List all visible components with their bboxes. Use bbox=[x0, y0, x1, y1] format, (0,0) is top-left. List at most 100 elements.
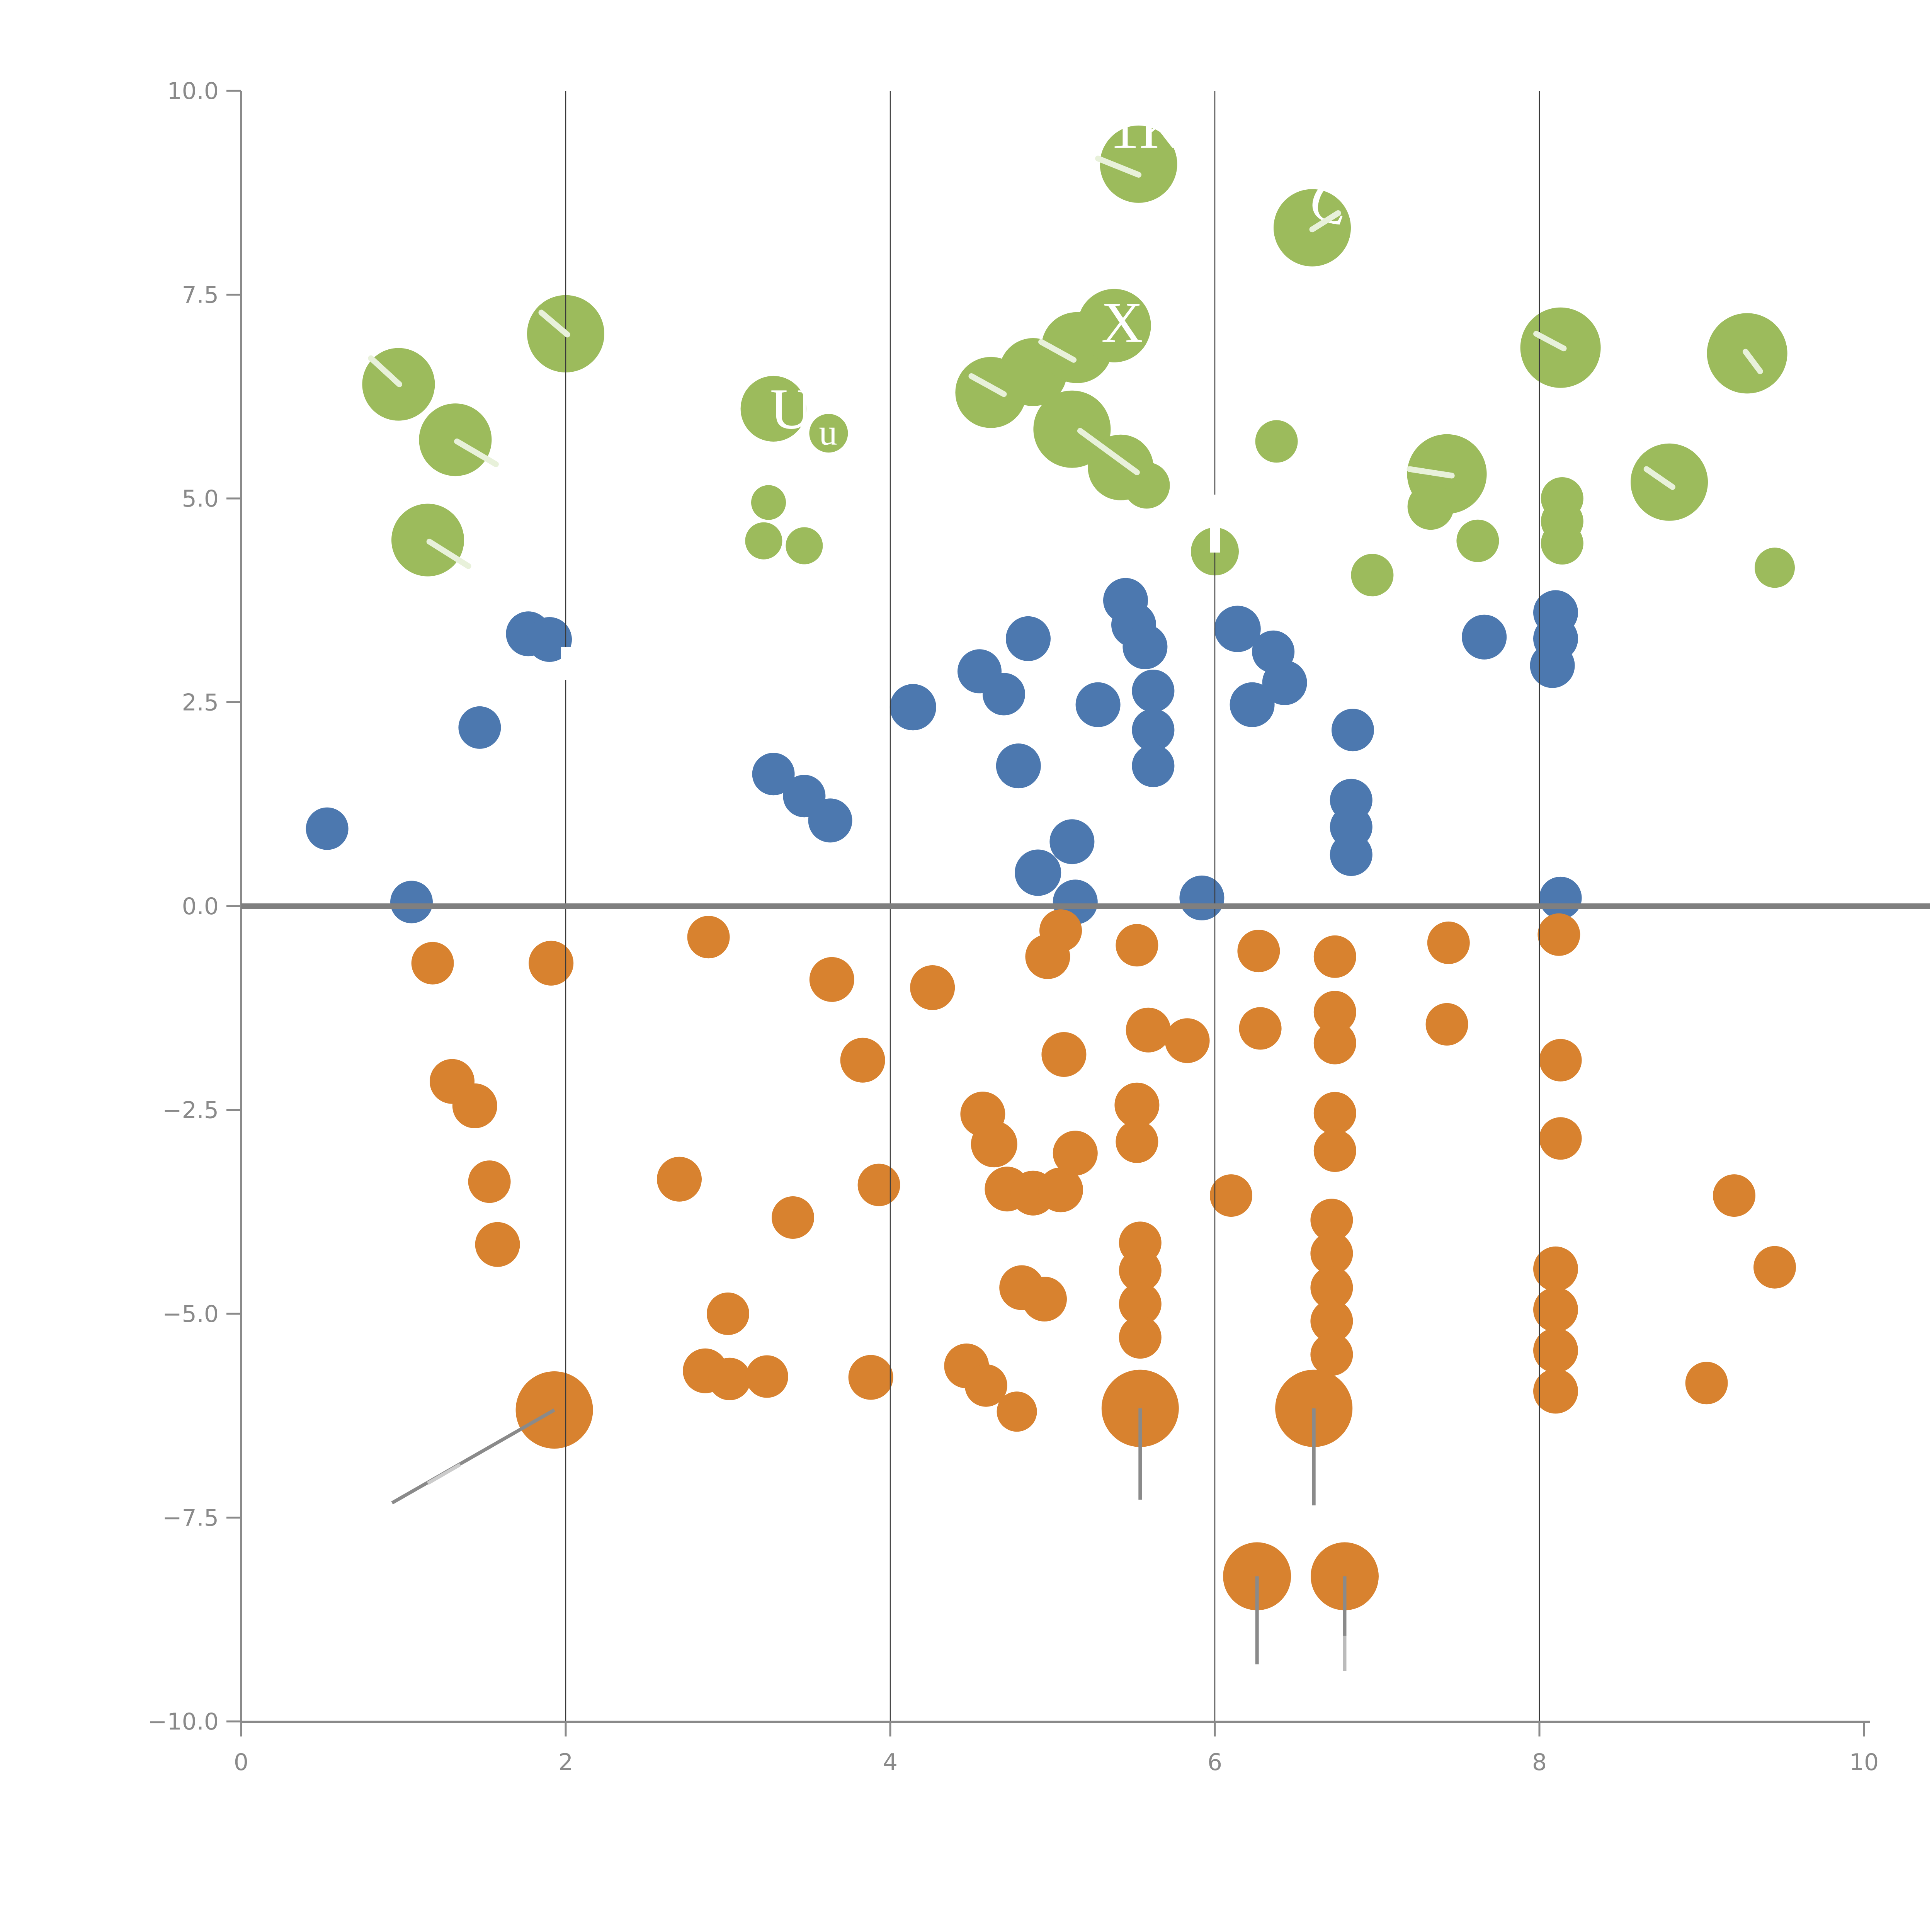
scatter-point-orange[interactable] bbox=[1310, 1266, 1353, 1309]
scatter-point-blue[interactable] bbox=[1006, 616, 1051, 661]
scatter-point-orange[interactable] bbox=[1425, 1003, 1468, 1046]
scatter-point-green[interactable] bbox=[1755, 548, 1795, 588]
scatter-point-green[interactable] bbox=[1033, 390, 1111, 468]
scatter-point-orange[interactable] bbox=[1533, 1369, 1578, 1414]
scatter-point-orange[interactable] bbox=[848, 1355, 893, 1400]
scatter-point-green[interactable] bbox=[740, 376, 806, 442]
scatter-point-blue[interactable] bbox=[390, 881, 433, 923]
scatter-point-green[interactable] bbox=[809, 414, 848, 453]
scatter-point-orange[interactable] bbox=[1537, 913, 1580, 956]
scatter-point-orange[interactable] bbox=[1310, 1232, 1353, 1275]
scatter-point-orange[interactable] bbox=[1427, 921, 1470, 964]
scatter-point-blue[interactable] bbox=[808, 798, 852, 843]
scatter-point-green[interactable] bbox=[1255, 420, 1298, 463]
scatter-point-blue[interactable] bbox=[983, 673, 1025, 716]
scatter-point-orange[interactable] bbox=[1041, 1032, 1087, 1077]
scatter-point-orange[interactable] bbox=[1533, 1287, 1578, 1332]
scatter-point-orange[interactable] bbox=[1313, 1022, 1356, 1065]
scatter-point-orange[interactable] bbox=[1119, 1316, 1162, 1359]
scatter-point-orange[interactable] bbox=[971, 1121, 1017, 1168]
scatter-point-orange[interactable] bbox=[1685, 1362, 1728, 1405]
scatter-point-blue[interactable] bbox=[1122, 624, 1168, 669]
scatter-point-blue[interactable] bbox=[1230, 682, 1275, 727]
scatter-point-orange[interactable] bbox=[1539, 1039, 1582, 1082]
scatter-point-orange[interactable] bbox=[1237, 930, 1280, 973]
scatter-point-orange[interactable] bbox=[475, 1222, 520, 1267]
scatter-point-blue[interactable] bbox=[1252, 630, 1295, 673]
white-letter-annotation: U bbox=[770, 377, 812, 441]
scatter-point-blue[interactable] bbox=[752, 753, 795, 796]
scatter-point-orange[interactable] bbox=[1038, 1167, 1083, 1213]
scatter-point-orange[interactable] bbox=[1239, 1007, 1282, 1050]
scatter-point-orange[interactable] bbox=[1022, 1277, 1067, 1321]
scatter-point-orange[interactable] bbox=[857, 1163, 900, 1206]
scatter-point-orange[interactable] bbox=[708, 1357, 751, 1400]
scatter-point-orange[interactable] bbox=[1539, 1117, 1582, 1160]
scatter-point-blue[interactable] bbox=[1179, 875, 1225, 920]
scatter-point-orange[interactable] bbox=[809, 957, 854, 1002]
scatter-point-green[interactable] bbox=[1077, 289, 1151, 362]
scatter-point-orange[interactable] bbox=[1310, 1333, 1353, 1376]
scatter-point-orange[interactable] bbox=[1313, 1092, 1356, 1134]
scatter-point-orange[interactable] bbox=[1025, 934, 1070, 979]
scatter-point-orange[interactable] bbox=[1116, 1120, 1158, 1163]
scatter-point-orange[interactable] bbox=[657, 1156, 702, 1202]
scatter-point-blue[interactable] bbox=[1132, 745, 1175, 787]
scatter-point-orange[interactable] bbox=[1053, 1131, 1098, 1176]
scatter-point-orange[interactable] bbox=[1119, 1249, 1162, 1292]
scatter-point-blue[interactable] bbox=[1132, 709, 1175, 752]
scatter-point-blue[interactable] bbox=[1332, 709, 1374, 752]
scatter-point-orange[interactable] bbox=[1533, 1246, 1578, 1291]
scatter-point-orange[interactable] bbox=[1310, 1300, 1353, 1342]
scatter-point-blue[interactable] bbox=[1132, 670, 1175, 712]
scatter-point-blue[interactable] bbox=[527, 617, 572, 662]
scatter-point-orange[interactable] bbox=[707, 1293, 749, 1335]
scatter-point-orange[interactable] bbox=[1114, 1082, 1160, 1128]
scatter-point-green[interactable] bbox=[1456, 519, 1499, 562]
scatter-point-orange[interactable] bbox=[964, 1364, 1007, 1407]
scatter-point-green[interactable] bbox=[786, 527, 823, 565]
scatter-point-blue[interactable] bbox=[1462, 614, 1507, 660]
scatter-point-blue[interactable] bbox=[1214, 605, 1261, 652]
scatter-point-blue[interactable] bbox=[1049, 819, 1095, 864]
scatter-point-orange[interactable] bbox=[1533, 1328, 1578, 1373]
scatter-point-orange[interactable] bbox=[468, 1160, 511, 1203]
scatter-point-green[interactable] bbox=[751, 485, 786, 520]
scatter-point-orange[interactable] bbox=[1753, 1246, 1796, 1289]
scatter-point-orange[interactable] bbox=[1311, 1542, 1379, 1611]
scatter-point-orange[interactable] bbox=[1313, 991, 1356, 1034]
scatter-point-orange[interactable] bbox=[1713, 1174, 1755, 1217]
scatter-point-blue[interactable] bbox=[306, 807, 349, 850]
scatter-point-green[interactable] bbox=[1351, 554, 1394, 597]
scatter-point-green[interactable] bbox=[1541, 522, 1583, 565]
scatter-point-orange[interactable] bbox=[1116, 924, 1158, 967]
scatter-point-orange[interactable] bbox=[1313, 935, 1356, 978]
scatter-point-orange[interactable] bbox=[1126, 1007, 1171, 1053]
scatter-point-orange[interactable] bbox=[529, 940, 574, 986]
scatter-point-orange[interactable] bbox=[1119, 1282, 1162, 1325]
scatter-point-orange[interactable] bbox=[840, 1037, 885, 1083]
scatter-point-orange[interactable] bbox=[1310, 1199, 1353, 1242]
scatter-point-orange[interactable] bbox=[997, 1391, 1037, 1432]
scatter-point-green[interactable] bbox=[1100, 125, 1177, 203]
scatter-point-orange[interactable] bbox=[910, 965, 955, 1010]
scatter-point-orange[interactable] bbox=[1313, 1129, 1356, 1172]
scatter-point-orange[interactable] bbox=[1210, 1174, 1252, 1217]
scatter-point-orange[interactable] bbox=[745, 1355, 788, 1398]
scatter-point-blue[interactable] bbox=[1075, 682, 1121, 727]
scatter-point-orange[interactable] bbox=[411, 942, 454, 985]
scatter-point-orange[interactable] bbox=[772, 1196, 814, 1239]
scatter-point-orange[interactable] bbox=[687, 916, 730, 959]
scatter-point-green[interactable] bbox=[1407, 483, 1454, 530]
scatter-point-blue[interactable] bbox=[458, 706, 501, 749]
scatter-point-blue[interactable] bbox=[1015, 849, 1061, 896]
scatter-point-blue[interactable] bbox=[1330, 833, 1372, 876]
scatter-point-green[interactable] bbox=[745, 522, 782, 560]
scatter-point-orange[interactable] bbox=[1223, 1542, 1291, 1611]
scatter-point-blue[interactable] bbox=[1530, 643, 1575, 688]
scatter-point-blue[interactable] bbox=[996, 743, 1041, 789]
scatter-point-blue[interactable] bbox=[1539, 876, 1582, 919]
scatter-point-orange[interactable] bbox=[1165, 1018, 1210, 1063]
scatter-point-blue[interactable] bbox=[889, 684, 936, 731]
scatter-point-orange[interactable] bbox=[452, 1083, 497, 1128]
